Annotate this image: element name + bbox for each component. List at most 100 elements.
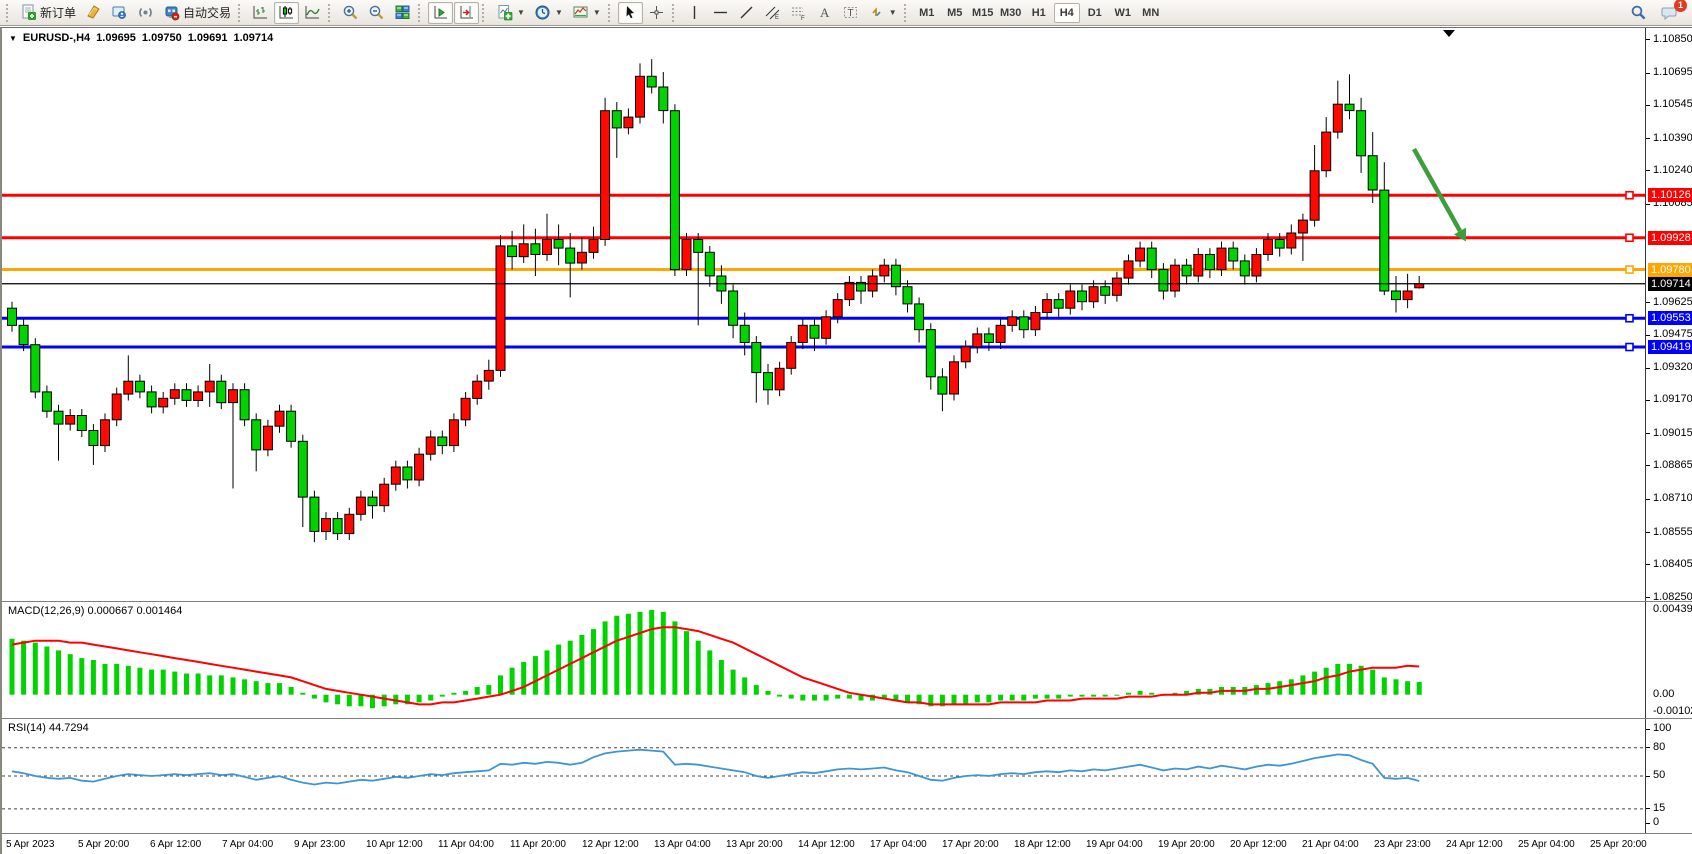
- price-tick: [1646, 104, 1650, 106]
- time-axis-label: 9 Apr 23:00: [294, 839, 346, 850]
- search-icon: [1631, 5, 1646, 20]
- notifications-button[interactable]: 1: [1657, 0, 1687, 24]
- indicators-caret-icon: ▼: [517, 8, 525, 17]
- price-tick: [1646, 465, 1650, 467]
- zoom-in-button[interactable]: [338, 2, 363, 24]
- market-button[interactable]: [81, 2, 106, 24]
- chart-shift-marker: [1443, 30, 1455, 37]
- price-tick-label: 1.10695: [1653, 66, 1692, 79]
- horizontal-line-button[interactable]: [708, 2, 733, 24]
- toolbar-grip[interactable]: [482, 3, 489, 22]
- toolbar-grip[interactable]: [418, 3, 425, 22]
- timeframe-button-m30[interactable]: M30: [1000, 6, 1022, 19]
- toolbar-grip[interactable]: [328, 3, 335, 22]
- price-tick-label: 1.09320: [1653, 361, 1692, 374]
- macd-label: MACD(12,26,9) 0.000667 0.001464: [8, 605, 183, 617]
- rsi-axis-label: 50: [1653, 769, 1666, 781]
- macd-panel[interactable]: MACD(12,26,9) 0.000667 0.001464 0.004393…: [2, 601, 1692, 718]
- price-tick: [1646, 334, 1650, 336]
- timeframe-button-h1[interactable]: H1: [1031, 6, 1046, 19]
- time-axis[interactable]: 5 Apr 2023 5 Apr 20:00 6 Apr 12:00 7 Apr 04…: [2, 833, 1692, 854]
- candlestick-chart[interactable]: [2, 28, 1645, 601]
- line-chart-button[interactable]: [300, 2, 325, 24]
- search-button[interactable]: [1626, 2, 1651, 24]
- chart-shift-button[interactable]: [454, 1, 480, 24]
- rsi-panel[interactable]: RSI(14) 44.7294 100 80 50 15 0: [2, 718, 1692, 833]
- timeframe-button-m5[interactable]: M5: [947, 6, 963, 19]
- macd-chart[interactable]: [2, 602, 1645, 718]
- main-chart-panel[interactable]: ▼ EURUSD-,H4 1.09695 1.09750 1.09691 1.0…: [2, 28, 1692, 603]
- vertical-line-button[interactable]: [682, 2, 707, 24]
- signals-button[interactable]: [133, 2, 158, 24]
- price-line-badge-1.10126: 1.10126: [1648, 188, 1692, 203]
- hline-1.09928[interactable]: [2, 233, 1645, 243]
- price-line-badge-1.09714: 1.09714: [1648, 276, 1692, 291]
- cursor-button[interactable]: [617, 1, 643, 24]
- macd-signal-value: 0.001464: [136, 605, 183, 617]
- arrows-caret-icon: ▼: [888, 8, 897, 17]
- bar-chart-button[interactable]: [248, 2, 273, 24]
- time-axis-label: 23 Apr 23:00: [1374, 839, 1431, 850]
- rsi-axis-label: 15: [1653, 801, 1666, 814]
- autotrading-button[interactable]: 自动交易: [159, 2, 235, 24]
- trendline-button[interactable]: [734, 2, 759, 24]
- candlestick-button[interactable]: [274, 1, 300, 24]
- chart-dropdown-icon[interactable]: ▼: [9, 33, 17, 43]
- price-tick-label: 1.08250: [1653, 590, 1692, 603]
- periods-button[interactable]: ▼: [530, 2, 567, 24]
- toolbar-grip[interactable]: [238, 3, 245, 22]
- timeframe-button-m15[interactable]: M15: [972, 6, 994, 19]
- community-button[interactable]: [107, 2, 132, 24]
- notification-badge: 1: [1674, 0, 1687, 12]
- time-axis-label: 13 Apr 20:00: [726, 839, 783, 850]
- auto-scroll-button[interactable]: [428, 1, 454, 24]
- indicators-button[interactable]: ▼: [492, 2, 529, 24]
- macd-axis-label: 0.004393: [1653, 603, 1692, 615]
- auto-scroll-icon: [434, 6, 448, 19]
- hline-1.10126[interactable]: [2, 190, 1645, 200]
- toolbar-grip[interactable]: [903, 3, 911, 22]
- price-tick-label: 1.08405: [1653, 557, 1692, 570]
- trend-arrow-annotation[interactable]: [1412, 147, 1467, 242]
- price-tick: [1646, 564, 1650, 566]
- fibonacci-button[interactable]: F: [786, 2, 811, 24]
- toolbar-grip[interactable]: [6, 3, 13, 22]
- rsi-axis-label: 100: [1653, 722, 1672, 734]
- equidistant-channel-button[interactable]: E: [760, 2, 785, 24]
- text-button[interactable]: A: [812, 2, 837, 24]
- rsi-tick: [1646, 808, 1650, 810]
- hline-1.09780[interactable]: [2, 265, 1645, 274]
- toolbar-grip[interactable]: [671, 3, 679, 22]
- equidistant-channel-icon: E: [765, 6, 780, 21]
- time-axis-label: 25 Apr 20:00: [1590, 839, 1647, 850]
- arrows-button[interactable]: ▼: [864, 2, 901, 24]
- signals-icon: [139, 7, 152, 18]
- price-tick-label: 1.10240: [1653, 163, 1692, 176]
- price-line-badge-1.09928: 1.09928: [1648, 230, 1692, 245]
- templates-button[interactable]: ▼: [568, 2, 605, 24]
- toolbar-grip[interactable]: [607, 3, 615, 22]
- timeframe-button-w1[interactable]: W1: [1114, 6, 1131, 19]
- macd-axis-label: 0.00: [1653, 687, 1675, 700]
- timeframe-button-h4[interactable]: H4: [1053, 2, 1080, 23]
- trendline-icon: [740, 6, 753, 19]
- new-order-button[interactable]: 新订单: [16, 2, 80, 24]
- price-tick: [1646, 302, 1650, 304]
- time-axis-label: 5 Apr 20:00: [78, 839, 130, 850]
- text-label-button[interactable]: T: [838, 2, 863, 24]
- candlestick-icon: [279, 6, 294, 19]
- crosshair-button[interactable]: [644, 2, 669, 24]
- price-tick-label: 1.09625: [1653, 295, 1692, 308]
- rsi-chart[interactable]: [2, 719, 1645, 833]
- timeframe-button-mn[interactable]: MN: [1142, 6, 1160, 19]
- tile-windows-button[interactable]: [390, 2, 415, 24]
- price-axis[interactable]: 1.10850 1.10695 1.10545 1.10390 1.10240 1.100…: [1645, 28, 1692, 603]
- hline-1.09419[interactable]: [2, 342, 1645, 352]
- timeframe-button-d1[interactable]: D1: [1087, 6, 1102, 19]
- time-axis-label: 25 Apr 04:00: [1518, 839, 1575, 850]
- timeframe-button-m1[interactable]: M1: [919, 6, 935, 19]
- zoom-out-button[interactable]: [364, 2, 389, 24]
- templates-caret-icon: ▼: [592, 8, 601, 17]
- chart-title: ▼ EURUSD-,H4 1.09695 1.09750 1.09691 1.0…: [9, 32, 273, 44]
